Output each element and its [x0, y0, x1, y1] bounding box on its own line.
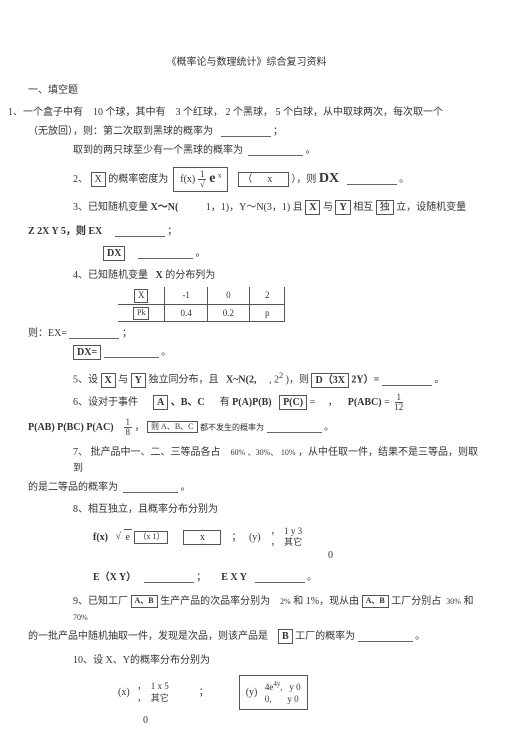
- dx-box: DX: [103, 246, 125, 261]
- q8-lead: 8、相互独立，且概率分布分别为: [73, 502, 485, 518]
- page-title: 《概率论与数理统计》综合复习资料: [8, 55, 485, 71]
- blank: [104, 347, 159, 358]
- q7-line1: 7、 批产品中一、二、三等品各占 60% 、30%、 10% ，从中任取一件，结…: [73, 445, 485, 477]
- blank: [267, 422, 322, 433]
- blank: [347, 174, 397, 185]
- y-box: Y: [131, 373, 146, 388]
- q5: 5、设 X 与 Y 独立同分布，且 X~N(2, , 22 )，则 D（3X 2…: [73, 369, 485, 388]
- x-range-box: x: [183, 530, 221, 545]
- q8-func: f(x) e （x 1） x ； (y) ， 1 y 3 ， 其它: [93, 526, 485, 549]
- abc-box: 则 A、B、C: [147, 421, 197, 434]
- density-box: f(x) 1√ e x: [173, 167, 228, 192]
- blank: [221, 126, 271, 137]
- x-box: X: [91, 172, 106, 187]
- blank: [69, 328, 119, 339]
- dist-table: X -1 0 2 Pk 0.4 0.2 p: [118, 287, 285, 322]
- d-expr-box: D（3X: [311, 373, 348, 388]
- x-box: X: [305, 200, 320, 215]
- b-box: B: [278, 629, 293, 644]
- ab-box2: A、B: [362, 595, 389, 608]
- q9-line2: 的一批产品中随机抽取一件，发现是次品，则该产品是 B 工厂的概率为 。: [28, 629, 485, 645]
- blank: [144, 572, 194, 583]
- blank: [123, 482, 178, 493]
- blank: [248, 145, 303, 156]
- blank: [138, 248, 193, 259]
- section-heading: 一、填空题: [28, 83, 485, 99]
- blank: [255, 572, 305, 583]
- blank: [115, 226, 165, 237]
- blank: [382, 375, 432, 386]
- phi-y-block: (y) 4e4y, y 0 0, y 0: [239, 675, 308, 710]
- indep-box: 独: [376, 200, 394, 215]
- ab-box: A、B: [131, 595, 158, 608]
- piecewise-y: ， 1 y 3 ， 其它: [271, 526, 303, 549]
- q4-lead: 4、已知随机变量 X 的分布列为: [73, 268, 485, 284]
- q3-line2: Z 2X Y 5，则 EX ；: [28, 224, 485, 240]
- a-box: A: [153, 395, 168, 410]
- q6-line1: 6、设对于事件 A 、B、C 有 P(A)P(B) P(C) = ， P(ABC…: [73, 393, 485, 412]
- q10-zero: 0: [143, 713, 485, 729]
- blank: [358, 631, 413, 642]
- q10-lead: 10、设 X、Y的概率分布分别为: [73, 653, 485, 669]
- q8-const: 0: [328, 548, 485, 564]
- range-box: （ x: [238, 172, 289, 187]
- q4-dx: DX= 。: [73, 345, 485, 361]
- x-box: X: [101, 373, 116, 388]
- q3-line3: DX 。: [103, 246, 485, 262]
- q3-line1: 3、已知随机变量 X～N( 1，1)，Y～N(3，1) 且 X 与 Y 相互 独…: [73, 200, 485, 216]
- exam-page: 《概率论与数理统计》综合复习资料 一、填空题 1、一个盒子中有 10 个球，其中…: [0, 0, 505, 752]
- q1-line1: 1、一个盒子中有 10 个球，其中有 3 个红球， 2 个黑球， 5 个白球，从…: [8, 105, 485, 121]
- q7-line2: 的是二等品的概率为 。: [28, 480, 485, 496]
- q6-line2: P(AB) P(BC) P(AC) 18 ， 则 A、B、C 都不发生的概率为 …: [28, 418, 485, 437]
- q1-line2: （无放回），则：第二次取到黑球的概率为 ；: [28, 124, 485, 140]
- pc-box: P(C): [279, 395, 307, 410]
- q10-func: (x) ， 1 x 5 ， 其它 ； (y) 4e4y, y 0 0, y 0: [118, 675, 485, 710]
- dx-box: DX=: [73, 345, 101, 360]
- phi-x-block: (x) ， 1 x 5 ， 其它: [118, 681, 169, 704]
- q4-ex: 则：EX= ；: [28, 326, 485, 342]
- q8-exy: E（X Y） ； E X Y 。: [93, 570, 485, 586]
- q2: 2、 X 的概率密度为 f(x) 1√ e x （ x ），则 DX 。: [73, 167, 485, 192]
- q9-line1: 9、已知工厂 A、B 生产产品的次品率分别为 2% 和 1%，现从由 A、B 工…: [73, 594, 485, 626]
- y-box: Y: [335, 200, 350, 215]
- exp-box: （x 1）: [134, 531, 168, 544]
- phi-y-box: (y) 4e4y, y 0 0, y 0: [239, 675, 308, 710]
- q1-line3: 取到的两只球至少有一个黑球的概率为 。: [73, 143, 485, 159]
